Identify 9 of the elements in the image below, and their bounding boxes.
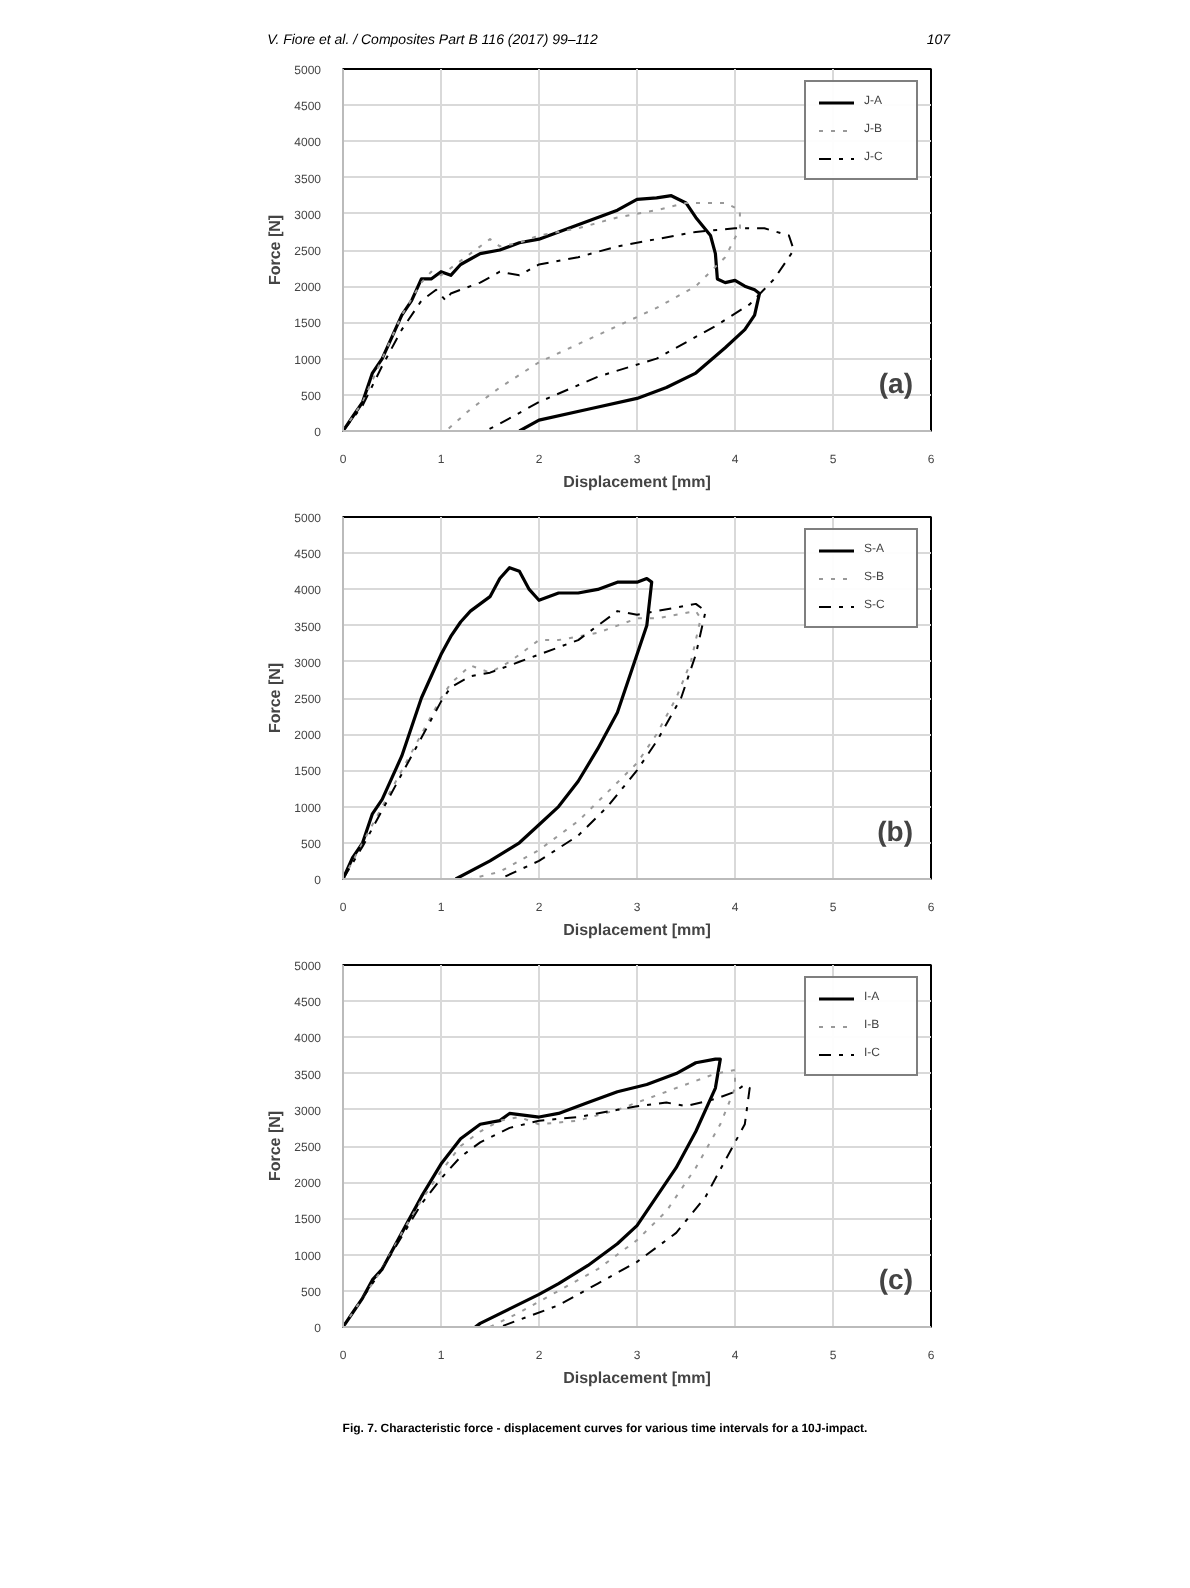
y-axis-title: Force [N] xyxy=(266,662,285,734)
y-axis-title: Force [N] xyxy=(266,214,285,286)
annotation: (c) xyxy=(878,1263,914,1295)
x-axis-title: Displacement [mm] xyxy=(563,473,712,491)
annotation: (a) xyxy=(878,367,914,399)
annotation: (b) xyxy=(877,815,914,847)
y-axis-title: Force [N] xyxy=(266,1110,285,1182)
x-axis-title: Displacement [mm] xyxy=(563,921,712,939)
x-axis-title: Displacement [mm] xyxy=(563,1369,712,1387)
